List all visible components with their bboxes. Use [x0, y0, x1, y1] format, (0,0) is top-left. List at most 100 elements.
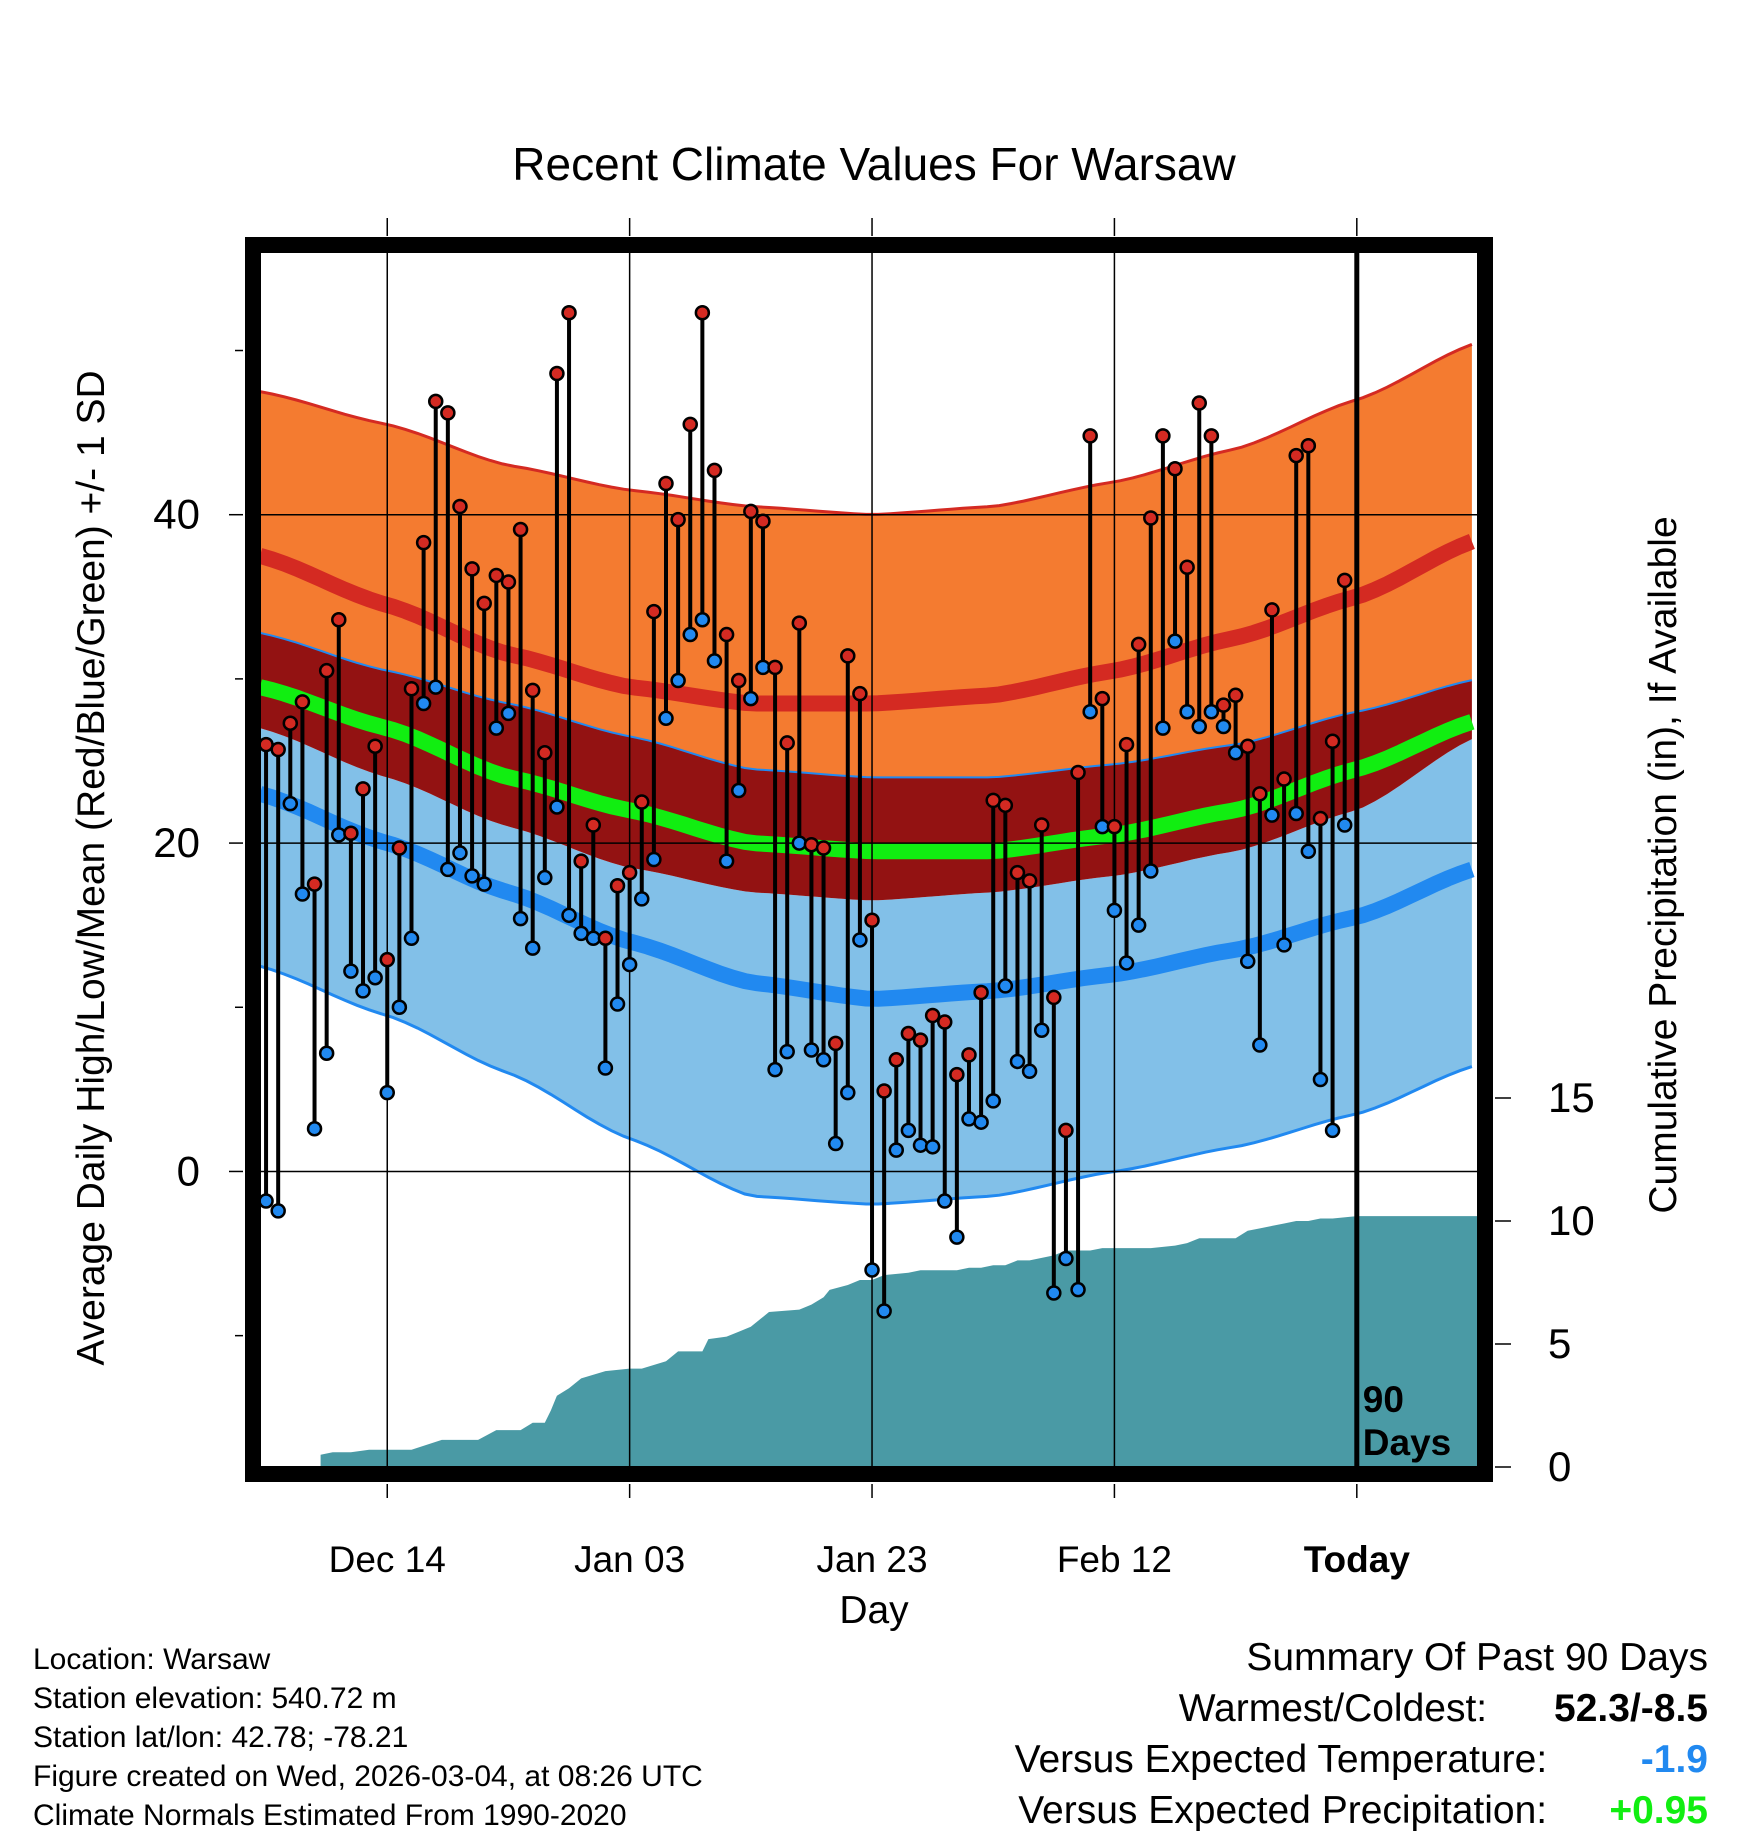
low-dot — [876, 1303, 892, 1319]
low-dot — [730, 782, 747, 799]
high-dot — [415, 534, 432, 551]
low-dot — [803, 1042, 820, 1058]
high-dot — [1252, 786, 1268, 802]
low-dot — [427, 679, 444, 695]
low-dot — [827, 1135, 844, 1152]
x-tick-label: Today — [1304, 1539, 1411, 1580]
precipitation-area — [320, 1216, 1478, 1467]
low-dot — [1167, 633, 1183, 649]
low-dot — [646, 851, 662, 868]
low-normal-band — [260, 728, 1472, 1204]
low-dot — [476, 876, 492, 892]
low-dot — [888, 1142, 905, 1158]
low-dot — [900, 1122, 917, 1139]
low-dot — [1046, 1285, 1062, 1301]
low-dot — [1227, 745, 1244, 761]
y-axis-label: Average Daily High/Low/Mean (Red/Blue/Gr… — [70, 370, 113, 1365]
low-dot — [343, 963, 359, 979]
low-dot — [561, 907, 577, 924]
low-dot — [282, 795, 299, 812]
y2-tick-label: 10 — [1548, 1197, 1595, 1244]
high-dot — [1033, 817, 1050, 833]
high-dot — [949, 1066, 965, 1083]
high-dot — [997, 797, 1014, 814]
low-dot — [1106, 902, 1123, 919]
low-dot — [840, 1084, 856, 1101]
x-tick-label: Jan 03 — [574, 1539, 685, 1580]
low-dot — [936, 1193, 953, 1209]
high-dot — [561, 305, 577, 321]
high-dot — [961, 1047, 977, 1063]
high-dot — [1130, 636, 1147, 653]
high-dot — [1082, 428, 1098, 444]
x-tick-label: Dec 14 — [329, 1539, 446, 1580]
low-dot — [391, 999, 408, 1016]
high-dot — [791, 615, 808, 631]
high-dot — [1118, 736, 1135, 753]
today-days-label: Days — [1363, 1422, 1451, 1463]
low-dot — [852, 932, 868, 948]
x-tick-label: Feb 12 — [1057, 1539, 1172, 1580]
low-dot — [1070, 1281, 1086, 1298]
high-dot — [427, 393, 444, 410]
high-dot — [609, 878, 626, 894]
high-dot — [440, 405, 456, 421]
high-dot — [1227, 687, 1244, 704]
low-dot — [1021, 1063, 1038, 1080]
high-dot — [391, 840, 408, 856]
high-dot — [1167, 460, 1183, 477]
high-dot — [1106, 818, 1123, 835]
high-dot — [585, 817, 602, 833]
high-dot — [1300, 437, 1317, 454]
high-dot — [1215, 697, 1232, 713]
low-dot — [1155, 720, 1171, 736]
high-dot — [1046, 989, 1062, 1006]
low-dot — [1191, 718, 1208, 735]
high-dot — [343, 825, 359, 841]
high-dot — [1203, 428, 1220, 444]
low-dot — [294, 886, 311, 902]
high-dot — [355, 781, 371, 797]
y2-tick-label: 15 — [1548, 1074, 1595, 1121]
low-dot — [1288, 805, 1304, 822]
low-dot — [609, 996, 626, 1012]
low-dot — [621, 956, 638, 973]
temp-label: Versus Expected Temperature: — [1014, 1738, 1548, 1781]
low-dot — [779, 1043, 795, 1060]
low-dot — [1336, 817, 1353, 833]
high-dot — [306, 876, 323, 892]
low-dot — [634, 891, 650, 907]
low-dot — [306, 1121, 323, 1137]
low-dot — [1239, 953, 1256, 970]
low-dot — [864, 1262, 880, 1278]
high-dot — [367, 738, 383, 754]
high-dot — [936, 1014, 953, 1030]
high-dot — [270, 741, 286, 758]
low-dot — [1324, 1122, 1341, 1139]
high-dot — [924, 1007, 941, 1024]
high-dot — [1070, 764, 1086, 781]
high-dot — [1009, 864, 1026, 881]
low-dot — [415, 695, 432, 712]
low-dot — [452, 845, 468, 861]
high-dot — [730, 672, 747, 689]
high-dot — [646, 603, 662, 620]
low-dot — [658, 710, 674, 727]
low-dot — [815, 1052, 832, 1068]
low-dot — [1058, 1250, 1074, 1267]
high-dot — [670, 511, 686, 528]
low-dot — [694, 612, 711, 628]
high-dot — [488, 567, 505, 584]
low-dot — [682, 626, 698, 643]
high-dot — [318, 662, 335, 679]
x-tick-label: Jan 23 — [816, 1539, 927, 1580]
y-tick-label: 20 — [153, 819, 200, 866]
y2-tick-label: 0 — [1548, 1443, 1571, 1490]
low-dot — [367, 969, 383, 986]
y-tick-label: 40 — [153, 491, 200, 538]
low-dot — [464, 868, 480, 884]
high-dot — [876, 1083, 892, 1099]
high-dot — [1336, 572, 1353, 589]
high-dot — [658, 475, 674, 492]
